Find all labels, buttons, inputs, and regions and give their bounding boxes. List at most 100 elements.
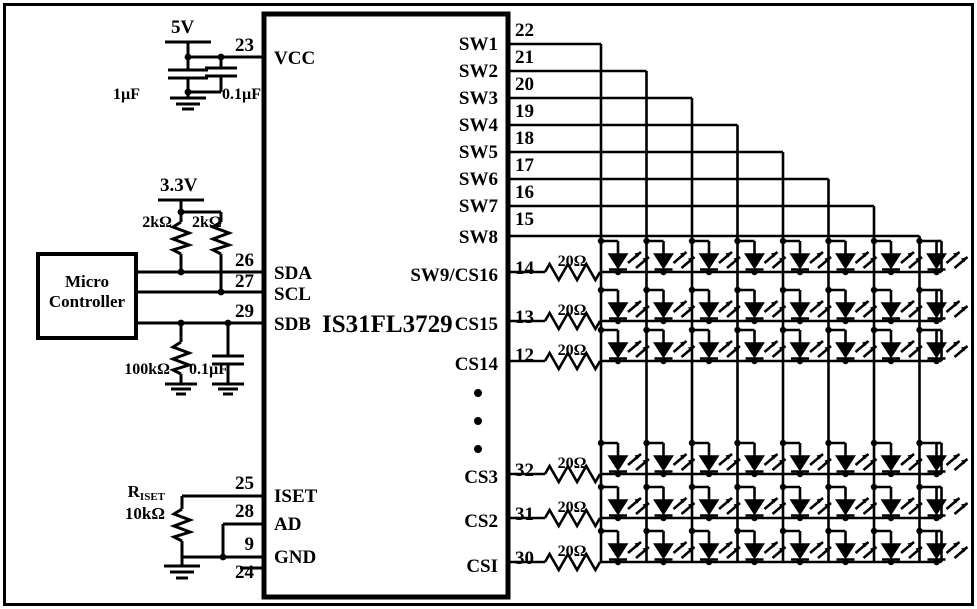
led-icon xyxy=(835,499,856,516)
led-emission-arrowhead xyxy=(816,252,823,258)
led-emission-arrowhead xyxy=(953,454,960,460)
led-icon xyxy=(653,302,674,319)
led-emission-arrowhead xyxy=(961,547,968,553)
vcc-bottom-node-dot xyxy=(184,88,192,96)
led-1-5 xyxy=(789,250,832,272)
vcc-bypass-node-dot xyxy=(217,53,225,61)
led-icon xyxy=(835,455,856,472)
pin-number-23: 23 xyxy=(235,35,254,56)
led-icon xyxy=(744,543,765,560)
led-emission-arrowhead xyxy=(634,301,641,307)
led-emission-arrowhead xyxy=(688,306,695,312)
cs-number-12: 12 xyxy=(515,345,534,366)
led-emission-arrowhead xyxy=(634,542,641,548)
led-icon xyxy=(607,499,629,516)
led-6-1 xyxy=(607,540,650,562)
cs-res-label-14: 20Ω xyxy=(558,253,587,270)
vcc-rail-label: 5V xyxy=(171,17,195,38)
anode-junction-0-7 xyxy=(916,237,923,245)
mcu-label-line1: Micro xyxy=(65,272,109,291)
led-emission-arrowhead xyxy=(725,454,732,460)
cs-resistor-3 xyxy=(543,463,602,485)
mcu-label-line2: Controller xyxy=(49,292,126,311)
led-6-8 xyxy=(926,540,969,562)
led-emission-arrowhead xyxy=(642,547,649,553)
led-icon xyxy=(789,302,811,319)
led-5-6 xyxy=(835,496,878,518)
led-emission-arrowhead xyxy=(688,346,695,352)
led-2-7 xyxy=(880,299,923,321)
led-emission-arrowhead xyxy=(680,454,687,460)
vcc-node-dot xyxy=(184,53,192,61)
cap-bypass-label: 0.1µF xyxy=(222,86,261,103)
sdb-cap-node-dot xyxy=(224,319,232,327)
led-4-7 xyxy=(880,452,923,474)
anode-junction-5-7 xyxy=(916,527,923,535)
led-3-6 xyxy=(835,339,878,361)
led-matrix xyxy=(607,250,969,562)
led-emission-arrowhead xyxy=(779,547,786,553)
led-3-4 xyxy=(744,339,787,361)
led-icon xyxy=(744,302,765,319)
led-emission-arrowhead xyxy=(680,542,687,548)
led-6-5 xyxy=(789,540,832,562)
sw-label-5: SW5 xyxy=(459,142,498,163)
cs-number-31: 31 xyxy=(515,504,534,525)
led-icon xyxy=(744,455,765,472)
led-emission-arrowhead xyxy=(642,459,649,465)
ellipsis-dot-2 xyxy=(474,417,482,425)
led-icon xyxy=(698,543,720,560)
led-emission-arrowhead xyxy=(771,498,778,504)
pullup2-label: 2kΩ xyxy=(192,214,222,231)
led-icon xyxy=(789,455,811,472)
led-emission-arrowhead xyxy=(961,503,968,509)
pin-label-sdb: SDB xyxy=(274,314,311,335)
anode-junction-1-0 xyxy=(597,286,605,294)
sdb-pulldown-label: 100kΩ xyxy=(124,361,170,378)
led-emission-arrowhead xyxy=(816,454,823,460)
led-emission-arrowhead xyxy=(953,252,960,258)
cs-pin-labels: SW9/CS16 14 20Ω CS15 13 20Ω CS14 12 20Ω … xyxy=(410,253,586,577)
anode-junction-3-7 xyxy=(916,439,923,447)
cs-label-cs15: CS15 xyxy=(455,314,498,335)
led-5-4 xyxy=(744,496,787,518)
anode-junction-4-3 xyxy=(734,483,741,491)
led-emission-arrowhead xyxy=(816,542,823,548)
led-emission-arrowhead xyxy=(725,498,732,504)
led-6-6 xyxy=(835,540,878,562)
led-emission-arrowhead xyxy=(907,341,914,347)
led-icon xyxy=(744,499,765,516)
led-icon xyxy=(653,342,674,359)
iset-resistor-value: 10kΩ xyxy=(125,504,165,523)
led-icon xyxy=(607,253,629,270)
anode-junction-3-2 xyxy=(688,439,696,447)
cap-bulk-label: 1µF xyxy=(113,86,140,103)
anode-junction-5-1 xyxy=(643,527,650,535)
anode-junction-4-6 xyxy=(870,483,878,491)
led-emission-arrowhead xyxy=(816,341,823,347)
led-icon xyxy=(926,342,947,359)
led-emission-arrowhead xyxy=(824,503,831,509)
anode-junction-2-5 xyxy=(825,326,832,334)
anode-junction-1-7 xyxy=(916,286,923,294)
led-emission-arrowhead xyxy=(688,503,695,509)
led-3-5 xyxy=(789,339,832,361)
led-1-3 xyxy=(698,250,741,272)
led-emission-arrowhead xyxy=(870,257,877,263)
cs-resistor-2 xyxy=(543,350,602,372)
cs-number-32: 32 xyxy=(515,460,534,481)
led-emission-arrowhead xyxy=(680,301,687,307)
anode-junction-5-4 xyxy=(779,527,787,535)
led-emission-arrowhead xyxy=(688,547,695,553)
led-2-5 xyxy=(789,299,832,321)
cs-label-cs14: CS14 xyxy=(455,354,499,375)
anode-junction-2-0 xyxy=(597,326,605,334)
led-emission-arrowhead xyxy=(725,301,732,307)
pin-number-25: 25 xyxy=(235,473,254,494)
led-emission-arrowhead xyxy=(915,346,922,352)
led-emission-arrowhead xyxy=(953,301,960,307)
led-4-8 xyxy=(926,452,969,474)
led-3-7 xyxy=(880,339,923,361)
led-icon xyxy=(789,499,811,516)
